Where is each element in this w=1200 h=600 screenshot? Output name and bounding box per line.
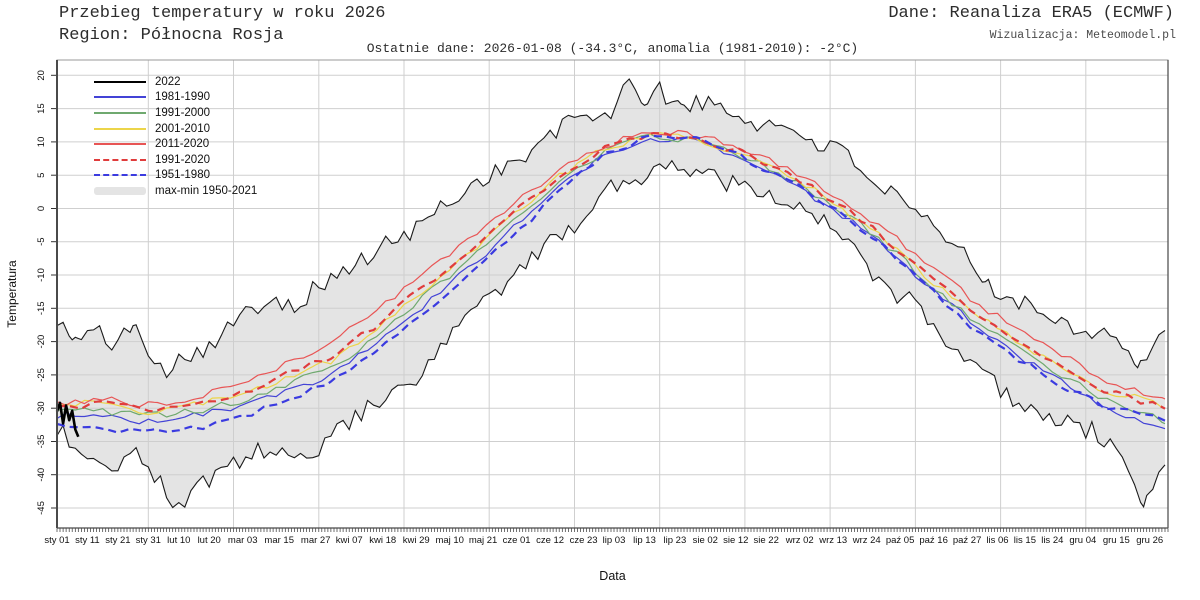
- legend-item-2001-2010: 2001-2010: [94, 121, 257, 137]
- svg-text:sty 11: sty 11: [75, 535, 100, 546]
- svg-text:lis 06: lis 06: [986, 535, 1008, 546]
- svg-text:mar 15: mar 15: [264, 535, 294, 546]
- svg-text:gru 04: gru 04: [1069, 535, 1096, 546]
- legend-label: 2011-2020: [155, 138, 210, 151]
- svg-text:cze 12: cze 12: [536, 535, 564, 546]
- legend-label: 1951-1980: [155, 169, 210, 182]
- legend-line-swatch: [94, 80, 146, 83]
- svg-text:-40: -40: [36, 468, 47, 482]
- legend-label: max-min 1950-2021: [155, 184, 258, 197]
- svg-text:15: 15: [36, 103, 47, 114]
- svg-text:lut 20: lut 20: [198, 535, 221, 546]
- svg-text:kwi 29: kwi 29: [403, 535, 430, 546]
- legend-line-swatch: [94, 143, 146, 146]
- chart-legend: 2022 1981-1990 1991-2000 2001-2010 2011-2020…: [94, 74, 257, 199]
- legend-line-swatch: [94, 96, 146, 99]
- svg-text:-20: -20: [36, 335, 47, 349]
- svg-text:wrz 13: wrz 13: [818, 535, 847, 546]
- svg-text:sie 02: sie 02: [693, 535, 718, 546]
- page-title: Przebieg temperatury w roku 2026: [59, 4, 386, 23]
- series-2011-2020: [56, 129, 1166, 408]
- plot-box: [56, 59, 1169, 529]
- svg-text:20: 20: [36, 70, 47, 81]
- legend-item-2022: 2022: [94, 74, 257, 90]
- axis-ticks: sty 01 sty 11 sty 21 sty 31 lut 10 lut 20 mar …: [36, 70, 1169, 546]
- svg-text:paź 05: paź 05: [886, 535, 915, 546]
- x-axis-label: Data: [599, 569, 626, 583]
- svg-text:maj 21: maj 21: [469, 535, 498, 546]
- series-1991-2000: [56, 133, 1166, 425]
- region-subtitle: Region: Północna Rosja: [59, 26, 284, 45]
- svg-text:-35: -35: [36, 435, 47, 449]
- svg-text:cze 23: cze 23: [570, 535, 598, 546]
- svg-text:mar 03: mar 03: [228, 535, 258, 546]
- svg-text:wrz 02: wrz 02: [785, 535, 814, 546]
- last-data-annotation: Ostatnie dane: 2026-01-08 (-34.3°C, anom…: [366, 41, 859, 56]
- legend-label: 2022: [155, 75, 181, 88]
- legend-item-1981-1990: 1981-1990: [94, 90, 257, 106]
- svg-text:lis 15: lis 15: [1014, 535, 1036, 546]
- legend-item-1991-2000: 1991-2000: [94, 105, 257, 121]
- legend-line-swatch: [94, 127, 146, 130]
- legend-item-max-min-1950-2021: max-min 1950-2021: [94, 183, 257, 199]
- series-2022: [55, 401, 80, 438]
- svg-text:lip 13: lip 13: [633, 535, 656, 546]
- max-min-band: [56, 78, 1166, 509]
- svg-text:0: 0: [36, 206, 47, 211]
- legend-label: 1981-1990: [155, 91, 210, 104]
- svg-text:-15: -15: [36, 301, 47, 315]
- svg-text:lis 24: lis 24: [1041, 535, 1063, 546]
- svg-text:sty 21: sty 21: [105, 535, 130, 546]
- legend-line-swatch: [94, 174, 146, 177]
- svg-text:-10: -10: [36, 268, 47, 282]
- series-1991-2020: [56, 132, 1166, 413]
- legend-item-1951-1980: 1951-1980: [94, 168, 257, 184]
- svg-text:lip 03: lip 03: [603, 535, 626, 546]
- svg-text:kwi 07: kwi 07: [336, 535, 363, 546]
- legend-item-2011-2020: 2011-2020: [94, 136, 257, 152]
- legend-label: 1991-2000: [155, 106, 210, 119]
- svg-text:sty 31: sty 31: [136, 535, 161, 546]
- legend-line-swatch: [94, 111, 146, 114]
- svg-text:maj 10: maj 10: [435, 535, 464, 546]
- svg-text:mar 27: mar 27: [301, 535, 331, 546]
- svg-text:wrz 24: wrz 24: [852, 535, 881, 546]
- svg-text:gru 15: gru 15: [1103, 535, 1130, 546]
- legend-label: 2001-2010: [155, 122, 210, 135]
- svg-text:sty 01: sty 01: [44, 535, 69, 546]
- svg-text:sie 12: sie 12: [723, 535, 748, 546]
- legend-label: 1991-2020: [155, 153, 210, 166]
- svg-text:10: 10: [36, 137, 47, 148]
- legend-line-swatch: [94, 158, 146, 161]
- visualization-credit: Wizualizacja: Meteomodel.pl: [989, 29, 1176, 42]
- svg-text:cze 01: cze 01: [503, 535, 531, 546]
- legend-item-1991-2020: 1991-2020: [94, 152, 257, 168]
- svg-text:sie 22: sie 22: [754, 535, 779, 546]
- svg-text:-30: -30: [36, 401, 47, 415]
- series-1981-1990: [56, 137, 1166, 430]
- svg-text:-45: -45: [36, 501, 47, 515]
- svg-text:-5: -5: [36, 237, 47, 245]
- legend-band-swatch: [94, 186, 146, 195]
- svg-text:lip 23: lip 23: [664, 535, 687, 546]
- svg-text:5: 5: [36, 173, 47, 178]
- data-source-label: Dane: Reanaliza ERA5 (ECMWF): [888, 4, 1174, 23]
- svg-text:-25: -25: [36, 368, 47, 382]
- y-axis-label: Temperatura: [5, 260, 19, 328]
- svg-text:gru 26: gru 26: [1136, 535, 1163, 546]
- svg-text:lut 10: lut 10: [167, 535, 190, 546]
- svg-text:paź 27: paź 27: [953, 535, 982, 546]
- svg-text:kwi 18: kwi 18: [369, 535, 396, 546]
- series-1951-1980: [56, 134, 1166, 434]
- svg-text:paź 16: paź 16: [919, 535, 948, 546]
